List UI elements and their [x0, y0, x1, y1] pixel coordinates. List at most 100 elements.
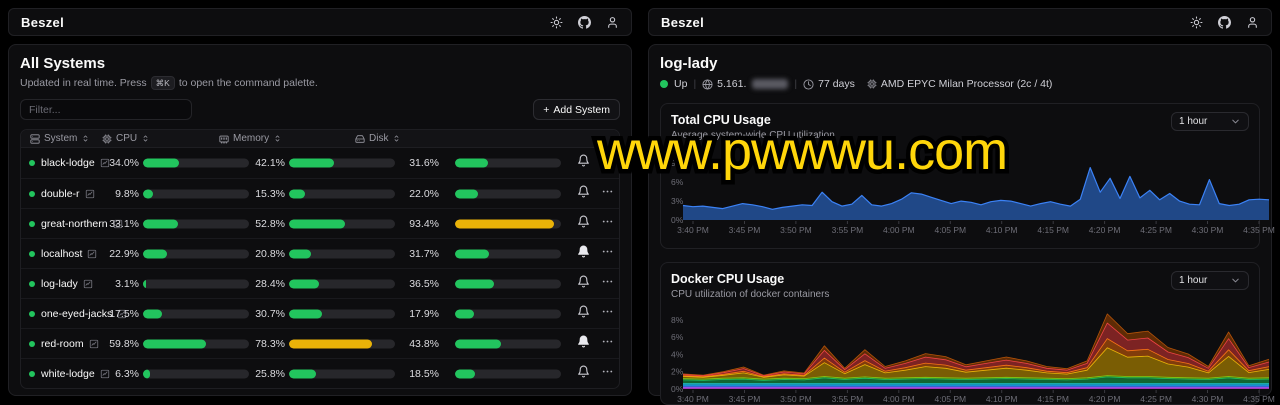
system-name-link[interactable]: localhost [41, 247, 83, 260]
svg-text:4:15 PM: 4:15 PM [1037, 394, 1069, 404]
cpu-value: 6.3% [115, 367, 139, 380]
column-header-system[interactable]: System [30, 130, 90, 147]
time-range-select[interactable]: 1 hour [1171, 271, 1249, 290]
total-cpu-chart-card: Total CPU Usage Average system-wide CPU … [660, 103, 1275, 249]
alerts-bell-icon[interactable] [577, 335, 590, 353]
status-state: Up [674, 78, 688, 90]
system-name-link[interactable]: one-eyed-jacks [41, 307, 113, 320]
open-chart-icon[interactable] [100, 158, 110, 168]
disk-bar [455, 339, 561, 348]
open-chart-icon[interactable] [117, 309, 127, 319]
left-topbar: Beszel [8, 8, 632, 36]
column-header-disk[interactable]: Disk [355, 130, 401, 147]
github-icon[interactable] [578, 15, 591, 29]
add-system-button[interactable]: + Add System [533, 99, 620, 120]
svg-text:4:25 PM: 4:25 PM [1140, 225, 1172, 235]
system-detail-title: log-lady [660, 55, 718, 72]
system-name-link[interactable]: log-lady [41, 277, 78, 290]
disk-value: 36.5% [409, 277, 439, 290]
systems-rows: black-lodge 34.0% 42.1% 31.6% double-r 9.8% 15… [21, 148, 619, 388]
all-systems-panel: Beszel All Systems Updated in real time.… [8, 8, 632, 396]
disk-bar [455, 219, 561, 228]
row-menu-button[interactable] [601, 215, 614, 233]
table-row[interactable]: log-lady 3.1% 28.4% 36.5% [21, 268, 619, 298]
disk-value: 22.0% [409, 187, 439, 200]
svg-text:0%: 0% [671, 215, 684, 225]
memory-value: 20.8% [255, 247, 285, 260]
svg-text:4:25 PM: 4:25 PM [1140, 394, 1172, 404]
processor-icon [867, 79, 877, 89]
table-row[interactable]: great-northern 33.1% 52.8% 93.4% [21, 208, 619, 238]
user-icon[interactable] [606, 16, 619, 29]
disk-bar [455, 189, 561, 198]
cpu-bar [143, 189, 249, 198]
row-menu-button[interactable] [601, 185, 614, 203]
memory-bar [289, 369, 395, 378]
github-icon[interactable] [1218, 15, 1231, 29]
disk-value: 18.5% [409, 367, 439, 380]
open-chart-icon[interactable] [89, 339, 99, 349]
theme-toggle-icon[interactable] [550, 16, 563, 29]
cpu-value: 17.5% [109, 307, 139, 320]
row-menu-button[interactable] [601, 275, 614, 293]
docker-cpu-chart-card: Docker CPU Usage CPU utilization of dock… [660, 262, 1275, 405]
alerts-bell-icon[interactable] [577, 185, 590, 203]
alerts-bell-icon[interactable] [577, 245, 590, 263]
svg-text:4:30 PM: 4:30 PM [1192, 225, 1224, 235]
system-status-dot [29, 340, 35, 347]
column-header-cpu[interactable]: CPU [102, 130, 150, 147]
system-name-link[interactable]: black-lodge [41, 157, 95, 169]
system-name-link[interactable]: white-lodge [41, 367, 95, 380]
cpu-bar [143, 249, 249, 258]
chevron-down-icon [1230, 116, 1241, 127]
table-row[interactable]: one-eyed-jacks 17.5% 30.7% 17.9% [21, 298, 619, 328]
row-menu-button[interactable] [601, 154, 614, 172]
cpu-bar [143, 339, 249, 348]
memory-stick-icon [219, 134, 229, 144]
system-uptime: 77 days [803, 78, 855, 90]
cpu-bar [143, 369, 249, 378]
systems-table-header: System CPU Memory Disk [21, 130, 619, 148]
svg-text:6%: 6% [671, 177, 684, 187]
memory-value: 30.7% [255, 307, 285, 320]
table-row[interactable]: double-r 9.8% 15.3% 22.0% [21, 178, 619, 208]
table-row[interactable]: red-room 59.8% 78.3% 43.8% [21, 328, 619, 358]
row-menu-button[interactable] [601, 335, 614, 353]
open-chart-icon[interactable] [83, 279, 93, 289]
system-name-link[interactable]: great-northern [41, 217, 108, 230]
filter-input[interactable] [20, 99, 192, 120]
disk-value: 31.7% [409, 247, 439, 260]
sort-icon [141, 134, 150, 143]
chevron-down-icon [1230, 275, 1241, 286]
system-status-dot [29, 160, 35, 166]
row-menu-button[interactable] [601, 245, 614, 263]
open-chart-icon[interactable] [87, 249, 97, 259]
chart-title: Docker CPU Usage [671, 272, 785, 286]
theme-toggle-icon[interactable] [1190, 16, 1203, 29]
cpu-value: 59.8% [109, 337, 139, 350]
table-row[interactable]: white-lodge 6.3% 25.8% 18.5% [21, 358, 619, 388]
table-row[interactable]: black-lodge 34.0% 42.1% 31.6% [21, 148, 619, 178]
system-name-link[interactable]: double-r [41, 187, 80, 200]
open-chart-icon[interactable] [100, 369, 110, 379]
memory-bar [289, 189, 395, 198]
open-chart-icon[interactable] [113, 219, 123, 229]
alerts-bell-icon[interactable] [577, 365, 590, 383]
alerts-bell-icon[interactable] [577, 154, 590, 172]
plus-icon: + [543, 103, 550, 116]
alerts-bell-icon[interactable] [577, 215, 590, 233]
alerts-bell-icon[interactable] [577, 275, 590, 293]
column-header-memory[interactable]: Memory [219, 130, 282, 147]
row-menu-button[interactable] [601, 365, 614, 383]
system-name-link[interactable]: red-room [41, 337, 84, 350]
memory-value: 52.8% [255, 217, 285, 230]
cpu-bar [143, 219, 249, 228]
open-chart-icon[interactable] [85, 189, 95, 199]
row-menu-button[interactable] [601, 305, 614, 323]
alerts-bell-icon[interactable] [577, 305, 590, 323]
table-row[interactable]: localhost 22.9% 20.8% 31.7% [21, 238, 619, 268]
memory-value: 28.4% [255, 277, 285, 290]
user-icon[interactable] [1246, 16, 1259, 29]
time-range-select[interactable]: 1 hour [1171, 112, 1249, 131]
disk-bar [455, 309, 561, 318]
